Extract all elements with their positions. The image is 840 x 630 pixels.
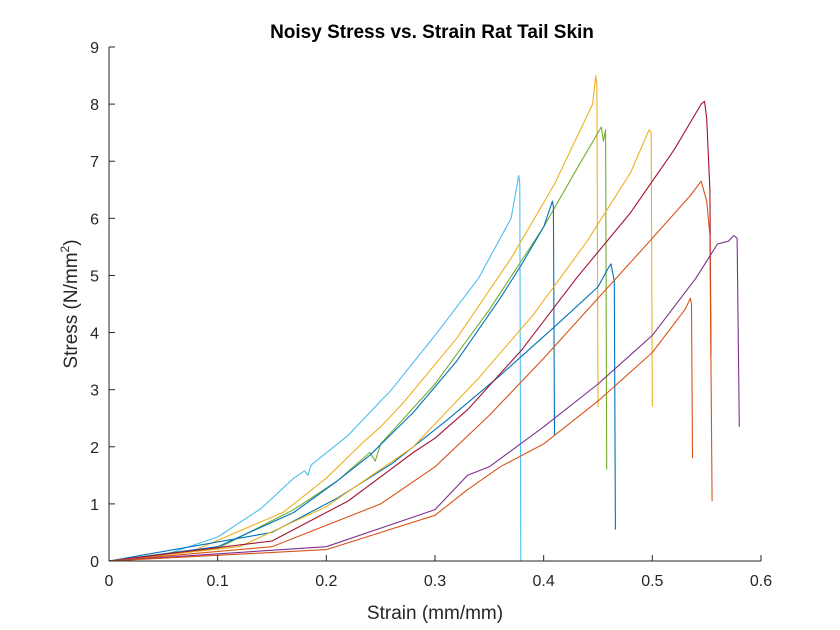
x-tick-label: 0.6 <box>750 573 772 590</box>
series-line-10 <box>108 297 694 562</box>
x-tick-label: 0.1 <box>207 573 229 590</box>
y-tick-label: 6 <box>90 211 99 228</box>
y-tick-label: 4 <box>90 326 99 343</box>
series-line-7 <box>108 100 712 562</box>
series-line-8 <box>108 180 713 562</box>
series-line-3 <box>108 126 608 562</box>
y-tick-label: 9 <box>90 40 99 57</box>
y-axis-label-superscript: 2 <box>58 245 72 252</box>
chart-title: Noisy Stress vs. Strain Rat Tail Skin <box>270 22 594 43</box>
y-tick-label: 1 <box>90 497 99 514</box>
series-line-9 <box>108 234 740 562</box>
x-tick-label: 0 <box>105 573 114 590</box>
y-axis-label-close: ) <box>61 239 82 245</box>
y-axis-label-main: Stress (N/mm <box>61 252 82 368</box>
y-tick-label: 3 <box>90 383 99 400</box>
x-axis-ticks: 0 0.1 0.2 0.3 0.4 0.5 0.6 <box>105 555 772 590</box>
y-tick-label: 8 <box>90 97 99 114</box>
y-axis-label: Stress (N/mm2) <box>58 239 82 368</box>
series-layer <box>108 75 740 562</box>
y-tick-label: 5 <box>90 268 99 285</box>
x-axis-label: Strain (mm/mm) <box>367 603 503 624</box>
y-axis-ticks: 0 1 2 3 4 5 6 7 8 9 <box>90 40 115 571</box>
series-line-1 <box>108 174 522 562</box>
series-line-2 <box>108 75 599 562</box>
x-tick-label: 0.5 <box>641 573 663 590</box>
series-line-4 <box>108 200 556 562</box>
y-tick-label: 7 <box>90 154 99 171</box>
y-tick-label: 2 <box>90 440 99 457</box>
x-tick-label: 0.4 <box>533 573 555 590</box>
series-line-6 <box>108 129 653 562</box>
x-tick-label: 0.2 <box>315 573 337 590</box>
series-line-5 <box>108 263 616 562</box>
x-tick-label: 0.3 <box>424 573 446 590</box>
y-tick-label: 0 <box>90 554 99 571</box>
